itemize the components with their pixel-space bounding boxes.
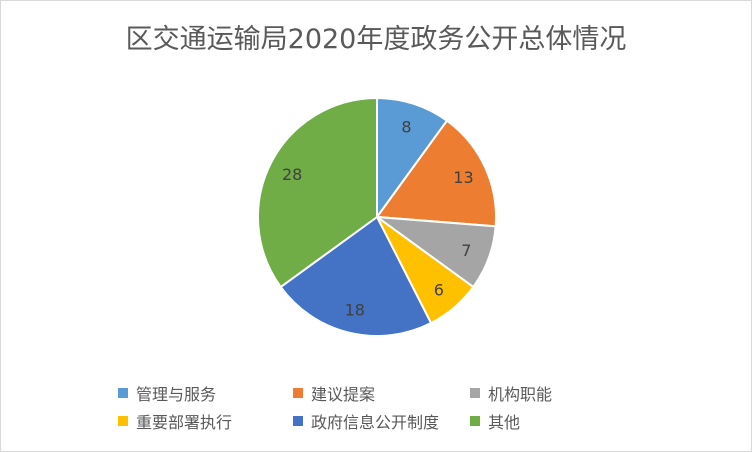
legend-item: 政府信息公开制度 (293, 409, 439, 433)
chart-title: 区交通运输局2020年度政务公开总体情况 (125, 24, 627, 55)
legend-swatch (293, 388, 303, 398)
data-label: 8 (401, 117, 411, 136)
data-label: 18 (345, 301, 365, 320)
data-label: 7 (461, 241, 471, 260)
pie-slice-1 (376, 96, 449, 221)
legend-label: 管理与服务 (136, 385, 217, 404)
legend-item: 其他 (470, 409, 520, 433)
legend-item: 重要部署执行 (118, 409, 232, 433)
legend-item: 机构职能 (470, 381, 552, 405)
legend-label: 政府信息公开制度 (311, 413, 440, 432)
legend-swatch (293, 416, 303, 426)
legend-label: 重要部署执行 (136, 413, 233, 432)
pie-slice-6 (257, 96, 378, 289)
pie-slice-2 (375, 119, 497, 228)
legend-label: 机构职能 (488, 385, 553, 404)
data-label: 6 (434, 280, 444, 299)
legend-item: 建议提案 (293, 381, 375, 405)
legend-swatch (118, 416, 128, 426)
legend-swatch (470, 416, 480, 426)
legend-label: 建议提案 (311, 385, 376, 404)
pie-slice-5 (279, 215, 433, 337)
legend-swatch (470, 388, 480, 398)
legend-item: 管理与服务 (118, 381, 216, 405)
legend-swatch (118, 388, 128, 398)
legend-label: 其他 (488, 413, 521, 432)
data-label: 13 (453, 168, 473, 187)
data-label: 28 (282, 165, 302, 184)
